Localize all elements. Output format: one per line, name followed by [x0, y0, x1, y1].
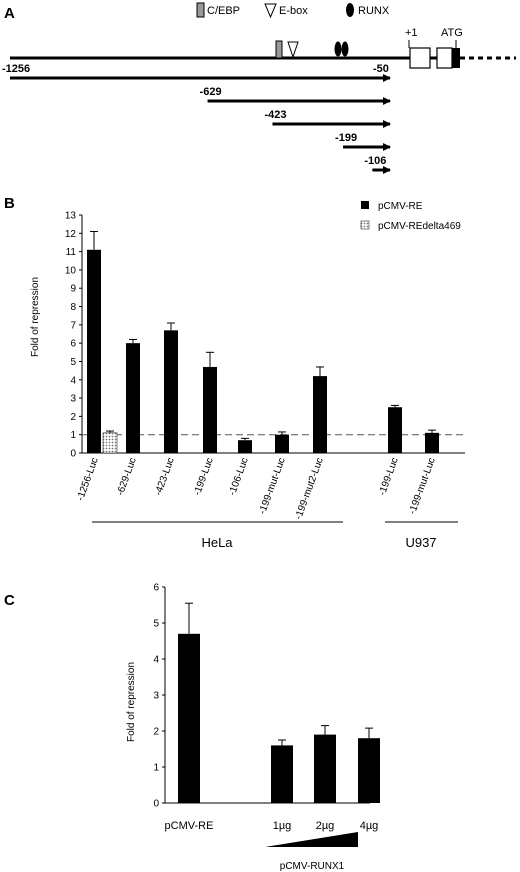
exon-coding	[452, 48, 460, 68]
panel-b-x-tick-label: -199-Luc	[377, 456, 401, 497]
panel-c-y-tick-label: 2	[153, 727, 159, 738]
panel-b-x-tick-label: -629-Luc	[115, 456, 139, 497]
dose-wedge	[265, 832, 358, 847]
exon-1	[409, 47, 431, 69]
bar-pcmv-re	[203, 366, 217, 453]
panel-b-y-tick-label: 2	[70, 412, 76, 423]
panel-b-label: B	[4, 195, 15, 212]
panel-c-label: C	[4, 592, 15, 609]
panel-b-x-tick-label: -106-Luc	[227, 456, 251, 497]
panel-b-y-tick-label: 0	[70, 449, 76, 460]
panel-b-y-axis-label: Fold of repression	[30, 277, 41, 357]
legend-label-pcmv-redelta469: pCMV-REdelta469	[378, 221, 461, 232]
panel-a-label: A	[4, 5, 15, 22]
legend-swatch-pcmv-re	[361, 201, 369, 209]
dose-group-label: pCMV-RUNX1	[280, 861, 345, 872]
bar-pcmv-redelta469	[102, 432, 118, 454]
panel-c-x-tick-label: pCMV-RE	[165, 820, 214, 832]
bar-panel-c	[271, 745, 293, 803]
cebp-site	[275, 40, 283, 59]
bar-pcmv-re	[87, 249, 101, 453]
panel-b-y-tick-label: 7	[70, 320, 76, 331]
panel-b-y-tick-label: 8	[70, 302, 76, 313]
panel-b-x-tick-label: -199-Luc	[192, 456, 216, 497]
panel-a: A C/EBP E-box RUNX +1 ATG -1256 -50 -629 -4…	[2, 2, 516, 174]
construct-start-label-5: -106	[364, 155, 386, 167]
construct-start-label-4: -199	[335, 132, 357, 144]
panel-c-y-axis-label: Fold of repression	[126, 662, 137, 742]
tss-label: +1	[405, 27, 418, 39]
legend-label-pcmv-re: pCMV-RE	[378, 201, 423, 212]
panel-b-y-tick-label: 13	[65, 211, 77, 222]
panel-c-x-tick-label: 1µg	[273, 820, 292, 832]
panel-c-chart: 0 1 2 3 4 5 6 pCMV-RE 1µg 2µg 4µg	[153, 583, 380, 832]
bar-pcmv-re	[425, 432, 439, 453]
panel-b-x-tick-label: -423-Luc	[153, 456, 177, 497]
bar-pcmv-re	[238, 440, 252, 453]
panel-c-y-tick-label: 4	[153, 655, 159, 666]
panel-c-y-tick-label: 6	[153, 583, 159, 594]
panel-b-y-tick-label: 5	[70, 357, 76, 368]
bar-panel-c	[314, 734, 336, 803]
atg-label: ATG	[441, 27, 463, 39]
panel-c-y-tick-label: 5	[153, 619, 159, 630]
construct-start-label-1: -1256	[2, 63, 30, 75]
panel-c-x-tick-label: 4µg	[360, 820, 379, 832]
panel-c-y-tick-label: 1	[153, 763, 159, 774]
cebp-icon	[196, 2, 205, 18]
panel-b-y-tick-label: 10	[65, 265, 77, 276]
construct-start-label-3: -423	[264, 109, 286, 121]
legend-swatch-pcmv-redelta469	[360, 220, 370, 230]
panel-b-y-tick-label: 1	[70, 430, 76, 441]
construct-start-label-2: -629	[200, 86, 222, 98]
hela-group-label: HeLa	[201, 535, 233, 550]
runx-site-2	[341, 41, 349, 57]
panel-b-y-tick-label: 6	[70, 339, 76, 350]
runx-legend-label: RUNX	[358, 5, 390, 17]
panel-c-y-tick-label: 3	[153, 691, 159, 702]
construct-arrows: -1256 -50 -629 -423 -199 -106	[2, 63, 391, 174]
panel-b-y-tick-label: 9	[70, 284, 76, 295]
exon-2	[436, 47, 453, 69]
panel-b-y-tick-label: 11	[66, 247, 77, 258]
bar-pcmv-re	[313, 376, 327, 453]
ebox-icon	[264, 3, 277, 19]
runx-icon	[346, 3, 354, 17]
ebox-site	[287, 41, 299, 59]
bar-pcmv-re	[275, 434, 289, 453]
cebp-legend-label: C/EBP	[207, 5, 240, 17]
panel-b-y-tick-label: 12	[65, 229, 77, 240]
panel-b-x-tick-label: -1256-Luc	[75, 456, 101, 502]
panel-b-x-tick-label: -199-mut2-Luc	[293, 456, 326, 521]
bar-pcmv-re	[126, 343, 140, 453]
panel-c-y-tick-label: 0	[153, 799, 159, 810]
panel-c-x-tick-label: 2µg	[316, 820, 335, 832]
bar-panel-c	[358, 738, 380, 803]
runx-site-1	[334, 41, 342, 57]
panel-b: B Fold of repression 012345678910111213-…	[4, 195, 465, 550]
panel-b-y-tick-label: 3	[70, 394, 76, 405]
ebox-legend-label: E-box	[279, 5, 308, 17]
construct-end-label-1: -50	[373, 63, 389, 75]
panel-b-x-tick-label: -199-mut-Luc	[407, 456, 438, 516]
bar-panel-c	[178, 633, 200, 803]
u937-group-label: U937	[405, 535, 436, 550]
bar-pcmv-re	[388, 407, 402, 453]
panel-b-y-tick-label: 4	[70, 375, 76, 386]
panel-b-x-tick-label: -199-mut-Luc	[257, 456, 288, 516]
bar-pcmv-re	[164, 330, 178, 453]
panel-c: C Fold of repression 0 1 2 3 4 5 6 pCMV-RE 1µg 2µ…	[4, 583, 380, 872]
